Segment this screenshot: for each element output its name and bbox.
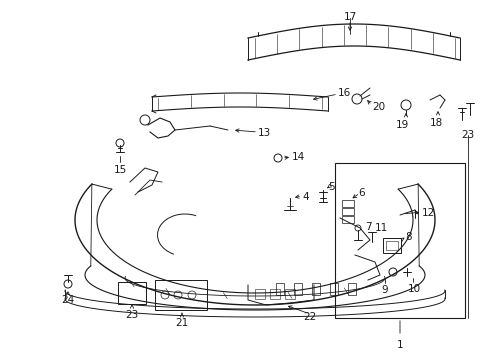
Text: 8: 8: [404, 232, 411, 242]
Text: 9: 9: [381, 285, 387, 295]
Text: 23: 23: [461, 130, 474, 140]
Text: 6: 6: [357, 188, 364, 198]
Bar: [293, 283, 302, 295]
Text: 1: 1: [396, 340, 403, 350]
Text: 16: 16: [337, 88, 350, 98]
Bar: [329, 283, 337, 295]
Text: 5: 5: [327, 182, 334, 192]
Bar: [382, 238, 400, 253]
Text: 12: 12: [421, 208, 434, 218]
Text: 21: 21: [175, 318, 188, 328]
Bar: [269, 289, 280, 299]
Bar: [334, 163, 464, 318]
Bar: [347, 283, 355, 295]
Text: 4: 4: [302, 192, 308, 202]
Bar: [311, 283, 319, 295]
Text: 7: 7: [364, 222, 371, 232]
Bar: [385, 241, 397, 250]
Text: 10: 10: [407, 284, 420, 294]
Bar: [275, 283, 284, 295]
Text: 17: 17: [343, 12, 356, 22]
Bar: [341, 200, 353, 207]
Bar: [341, 208, 353, 215]
Text: 15: 15: [113, 165, 126, 175]
Bar: [285, 289, 294, 299]
Text: 18: 18: [428, 118, 442, 128]
Text: 24: 24: [61, 295, 75, 305]
Text: 22: 22: [303, 312, 316, 322]
Bar: [118, 282, 146, 304]
Bar: [341, 216, 353, 223]
Bar: [155, 280, 206, 310]
Text: 11: 11: [374, 223, 387, 233]
Text: 19: 19: [395, 120, 408, 130]
Text: 23: 23: [125, 310, 138, 320]
Text: 20: 20: [371, 102, 385, 112]
Bar: [254, 289, 264, 299]
Text: 14: 14: [291, 152, 305, 162]
Text: 13: 13: [258, 128, 271, 138]
